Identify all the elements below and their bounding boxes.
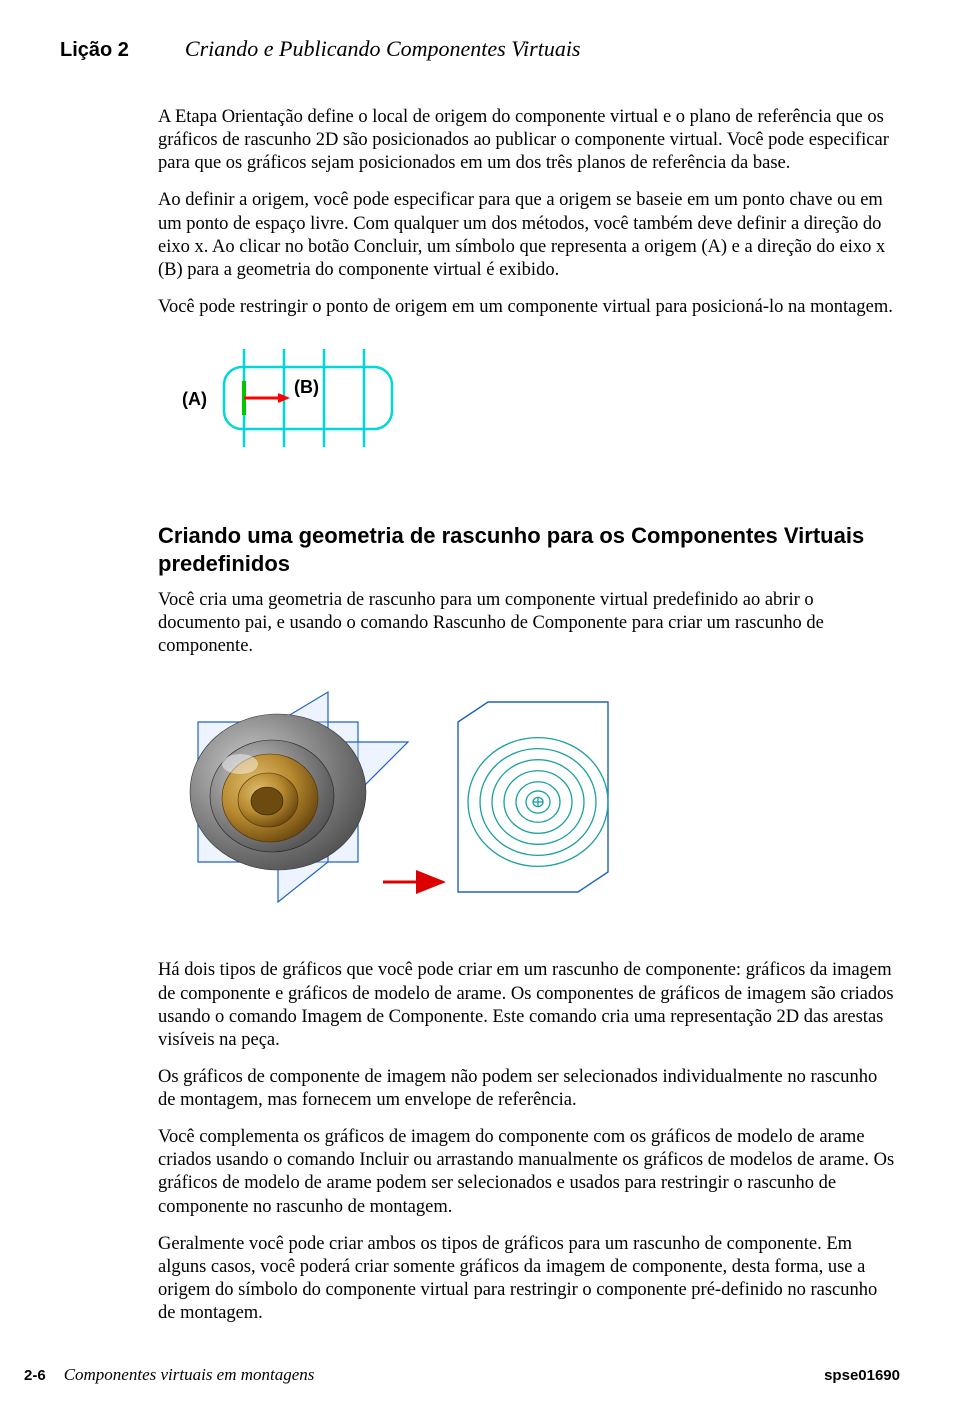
page-number: 2-6 [24,1367,46,1384]
content-block: A Etapa Orientação define o local de ori… [158,106,896,1325]
page: Lição 2 Criando e Publicando Componentes… [0,0,960,1411]
svg-text:(B): (B) [294,377,319,397]
page-footer: 2-6 Componentes virtuais em montagens sp… [24,1365,900,1385]
footer-title: Componentes virtuais em montagens [64,1365,315,1385]
figure-origin-symbol: (A) (B) [158,333,896,478]
paragraph: Você cria uma geometria de rascunho para… [158,589,896,658]
paragraph: A Etapa Orientação define o local de ori… [158,106,896,175]
paragraph: Os gráficos de componente de imagem não … [158,1066,896,1112]
svg-text:(A): (A) [182,389,207,409]
document-id: spse01690 [824,1367,900,1384]
paragraph: Geralmente você pode criar ambos os tipo… [158,1233,896,1326]
paragraph: Você pode restringir o ponto de origem e… [158,296,896,319]
footer-left: 2-6 Componentes virtuais em montagens [24,1365,314,1385]
paragraph: Há dois tipos de gráficos que você pode … [158,959,896,1052]
chapter-title: Criando e Publicando Componentes Virtuai… [185,36,581,62]
paragraph: Você complementa os gráficos de imagem d… [158,1126,896,1219]
figure-component-sketch [158,672,896,937]
page-header: Lição 2 Criando e Publicando Componentes… [60,36,900,62]
section-heading: Criando uma geometria de rascunho para o… [158,522,896,577]
lesson-label: Lição 2 [60,39,129,62]
paragraph: Ao definir a origem, você pode especific… [158,189,896,282]
